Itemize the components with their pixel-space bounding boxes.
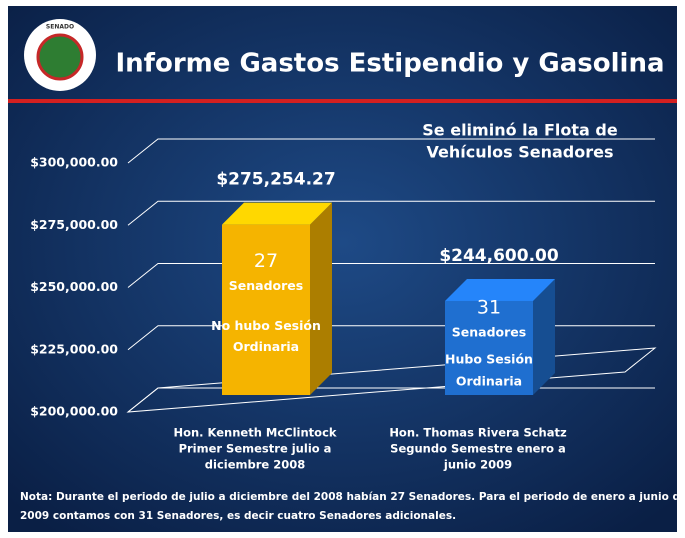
bar-side [533, 278, 555, 395]
bar [445, 300, 533, 395]
bar-top [445, 278, 555, 301]
bar-text: Hubo Sesión [445, 351, 533, 366]
bar-text: Senadores [229, 278, 303, 293]
bar-text: Senadores [452, 324, 526, 339]
value-label: $244,600.00 [439, 246, 559, 266]
annotation: Vehículos Senadores [427, 143, 614, 162]
x-tick-label: Segundo Semestre enero a [390, 442, 566, 456]
y-tick-label: $250,000.00 [30, 279, 118, 294]
bar-text: 27 [254, 250, 278, 272]
y-tick-label: $275,000.00 [30, 217, 118, 232]
annotation: Se eliminó la Flota de [422, 121, 618, 140]
logo-text: SENADO [46, 24, 74, 31]
bar-text: 31 [477, 296, 501, 318]
x-tick-label: diciembre 2008 [205, 458, 305, 472]
bar [222, 224, 310, 395]
x-tick-label: Hon. Thomas Rivera Schatz [389, 426, 567, 440]
bar-top [222, 202, 332, 225]
chart-title: Informe Gastos Estipendio y Gasolina [115, 49, 664, 79]
grid-line [127, 138, 655, 164]
x-tick-label: junio 2009 [443, 458, 512, 472]
bar-text: Ordinaria [456, 373, 522, 388]
value-label: $275,254.27 [216, 170, 335, 190]
note: Nota: Durante el periodo de julio a dici… [20, 491, 685, 503]
y-tick-label: $225,000.00 [30, 341, 118, 356]
grid-line [127, 263, 655, 288]
bar-text: Ordinaria [233, 339, 299, 354]
bar-text: No hubo Sesión [211, 318, 321, 333]
note: 2009 contamos con 31 Senadores, es decir… [20, 510, 456, 522]
x-tick-label: Hon. Kenneth McClintock [173, 426, 336, 440]
background [8, 6, 677, 532]
title-rule [8, 99, 677, 103]
grid-line [127, 200, 655, 226]
bar-side [310, 202, 332, 395]
x-tick-label: Primer Semestre julio a [179, 442, 332, 456]
y-tick-label: $200,000.00 [30, 404, 118, 419]
logo-seal [36, 33, 84, 81]
y-tick-label: $300,000.00 [30, 155, 118, 170]
